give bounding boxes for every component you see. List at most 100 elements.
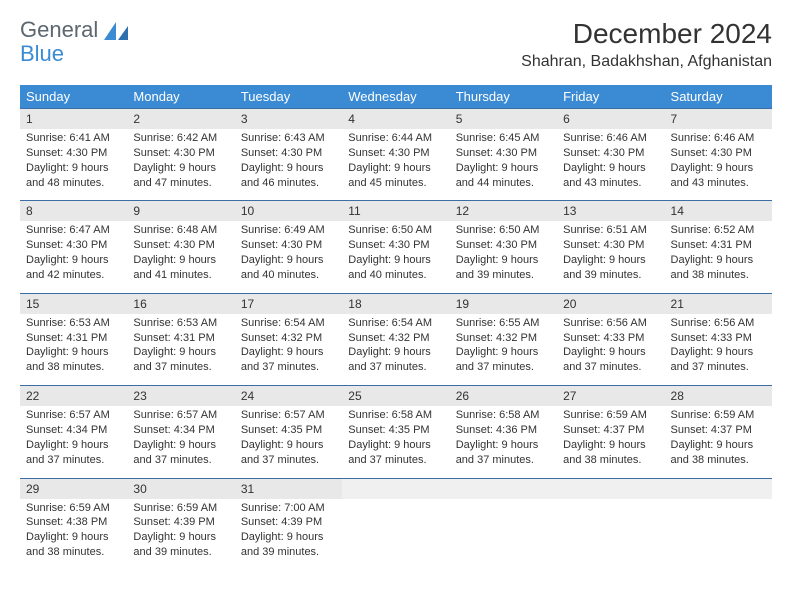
day-number-cell: 14 <box>665 201 772 222</box>
sunset-line: Sunset: 4:30 PM <box>348 238 443 253</box>
sunrise-line: Sunrise: 6:56 AM <box>563 316 658 331</box>
day-number: 7 <box>671 112 678 126</box>
day-number-cell: 1 <box>20 109 127 130</box>
daylight-line-1: Daylight: 9 hours <box>26 253 121 268</box>
day-number: 30 <box>133 482 146 496</box>
daylight-line-2: and 38 minutes. <box>671 268 766 283</box>
day-info-cell: Sunrise: 6:42 AMSunset: 4:30 PMDaylight:… <box>127 129 234 201</box>
info-row: Sunrise: 6:53 AMSunset: 4:31 PM Daylight:… <box>20 314 772 386</box>
day-info-cell: Sunrise: 7:00 AMSunset: 4:39 PMDaylight:… <box>235 499 342 570</box>
daylight-line-1: Daylight: 9 hours <box>563 253 658 268</box>
info-row: Sunrise: 6:41 AMSunset: 4:30 PMDaylight:… <box>20 129 772 201</box>
daylight-line-2: and 37 minutes. <box>241 360 336 375</box>
day-number-cell: 19 <box>450 293 557 314</box>
sunset-line: Sunset: 4:30 PM <box>133 238 228 253</box>
daylight-line-2: and 41 minutes. <box>133 268 228 283</box>
day-info-cell: Sunrise: 6:52 AMSunset: 4:31 PMDaylight:… <box>665 221 772 293</box>
dow-header: Thursday <box>450 85 557 109</box>
day-info-cell: Sunrise: 6:50 AMSunset: 4:30 PMDaylight:… <box>342 221 449 293</box>
day-number: 22 <box>26 389 39 403</box>
sunrise-line: Sunrise: 6:57 AM <box>241 408 336 423</box>
daylight-line-1: Daylight: 9 hours <box>26 530 121 545</box>
sunset-line: Sunset: 4:33 PM <box>671 331 766 346</box>
daylight-line-2: and 38 minutes. <box>26 545 121 560</box>
daylight-line-1: Daylight: 9 hours <box>563 161 658 176</box>
logo-word-1: General <box>20 17 98 42</box>
day-number: 17 <box>241 297 254 311</box>
sunrise-line: Sunrise: 6:56 AM <box>671 316 766 331</box>
day-number-cell: 2 <box>127 109 234 130</box>
sunset-line: Sunset: 4:34 PM <box>26 423 121 438</box>
sunset-line: Sunset: 4:30 PM <box>241 238 336 253</box>
daylight-line-1: Daylight: 9 hours <box>348 161 443 176</box>
day-number-cell: 21 <box>665 293 772 314</box>
dow-header: Saturday <box>665 85 772 109</box>
sunrise-line: Sunrise: 6:43 AM <box>241 131 336 146</box>
day-info-cell: Sunrise: 6:59 AMSunset: 4:38 PMDaylight:… <box>20 499 127 570</box>
day-info-cell: Sunrise: 6:55 AMSunset: 4:32 PMDaylight:… <box>450 314 557 386</box>
sunrise-line: Sunrise: 6:53 AM <box>26 316 121 331</box>
sunset-line: Sunset: 4:30 PM <box>26 238 121 253</box>
day-number-cell: 30 <box>127 478 234 499</box>
daynum-row: 891011121314 <box>20 201 772 222</box>
day-number: 2 <box>133 112 140 126</box>
day-number-cell: 5 <box>450 109 557 130</box>
sunrise-line: Sunrise: 6:57 AM <box>133 408 228 423</box>
daylight-line-2: and 40 minutes. <box>241 268 336 283</box>
sunrise-line: Sunrise: 6:46 AM <box>671 131 766 146</box>
sunrise-line: Sunrise: 6:58 AM <box>456 408 551 423</box>
daylight-line-1: Daylight: 9 hours <box>133 438 228 453</box>
daylight-line-2: and 48 minutes. <box>26 176 121 191</box>
daylight-line-1: Daylight: 9 hours <box>563 345 658 360</box>
sunset-line: Sunset: 4:36 PM <box>456 423 551 438</box>
sunset-line: Sunset: 4:31 PM <box>671 238 766 253</box>
day-info-cell <box>665 499 772 570</box>
page-title: December 2024 <box>521 18 772 50</box>
sunrise-line: Sunrise: 6:44 AM <box>348 131 443 146</box>
day-info-cell: Sunrise: 6:59 AMSunset: 4:37 PMDaylight:… <box>665 406 772 478</box>
daylight-line-1: Daylight: 9 hours <box>241 530 336 545</box>
sunrise-line: Sunrise: 6:59 AM <box>26 501 121 516</box>
sunset-line: Sunset: 4:30 PM <box>26 146 121 161</box>
day-info-cell: Sunrise: 6:54 AMSunset: 4:32 PMDaylight:… <box>235 314 342 386</box>
daynum-row: 15161718192021 <box>20 293 772 314</box>
sunrise-line: Sunrise: 6:54 AM <box>241 316 336 331</box>
day-number-cell: 11 <box>342 201 449 222</box>
day-number-cell: 20 <box>557 293 664 314</box>
daylight-line-1: Daylight: 9 hours <box>456 253 551 268</box>
daylight-line-1: Daylight: 9 hours <box>671 438 766 453</box>
daylight-line-2: and 39 minutes. <box>241 545 336 560</box>
day-number-cell <box>450 478 557 499</box>
day-number: 14 <box>671 204 684 218</box>
daylight-line-2: and 37 minutes. <box>26 453 121 468</box>
daylight-line-2: and 37 minutes. <box>348 453 443 468</box>
day-number-cell: 12 <box>450 201 557 222</box>
daylight-line-2: and 45 minutes. <box>348 176 443 191</box>
sunset-line: Sunset: 4:33 PM <box>563 331 658 346</box>
sunset-line: Sunset: 4:32 PM <box>348 331 443 346</box>
sunset-line: Sunset: 4:30 PM <box>456 146 551 161</box>
location-subtitle: Shahran, Badakhshan, Afghanistan <box>521 53 772 71</box>
dow-header: Tuesday <box>235 85 342 109</box>
sunset-line: Sunset: 4:30 PM <box>563 238 658 253</box>
daylight-line-1: Daylight: 9 hours <box>671 345 766 360</box>
day-number-cell: 31 <box>235 478 342 499</box>
sunset-line: Sunset: 4:31 PM <box>26 331 121 346</box>
sunset-line: Sunset: 4:30 PM <box>671 146 766 161</box>
day-info-cell: Sunrise: 6:57 AMSunset: 4:34 PMDaylight:… <box>20 406 127 478</box>
day-number: 19 <box>456 297 469 311</box>
day-number-cell: 22 <box>20 386 127 407</box>
day-number: 27 <box>563 389 576 403</box>
day-number: 5 <box>456 112 463 126</box>
day-number-cell <box>665 478 772 499</box>
sunrise-line: Sunrise: 6:58 AM <box>348 408 443 423</box>
sunset-line: Sunset: 4:39 PM <box>133 515 228 530</box>
daylight-line-2: and 37 minutes. <box>671 360 766 375</box>
day-info-cell: Sunrise: 6:56 AMSunset: 4:33 PMDaylight:… <box>557 314 664 386</box>
day-info-cell: Sunrise: 6:56 AMSunset: 4:33 PMDaylight:… <box>665 314 772 386</box>
daylight-line-1: Daylight: 9 hours <box>348 438 443 453</box>
sunrise-line: Sunrise: 7:00 AM <box>241 501 336 516</box>
daylight-line-2: and 40 minutes. <box>348 268 443 283</box>
day-number-cell: 6 <box>557 109 664 130</box>
sunset-line: Sunset: 4:37 PM <box>671 423 766 438</box>
